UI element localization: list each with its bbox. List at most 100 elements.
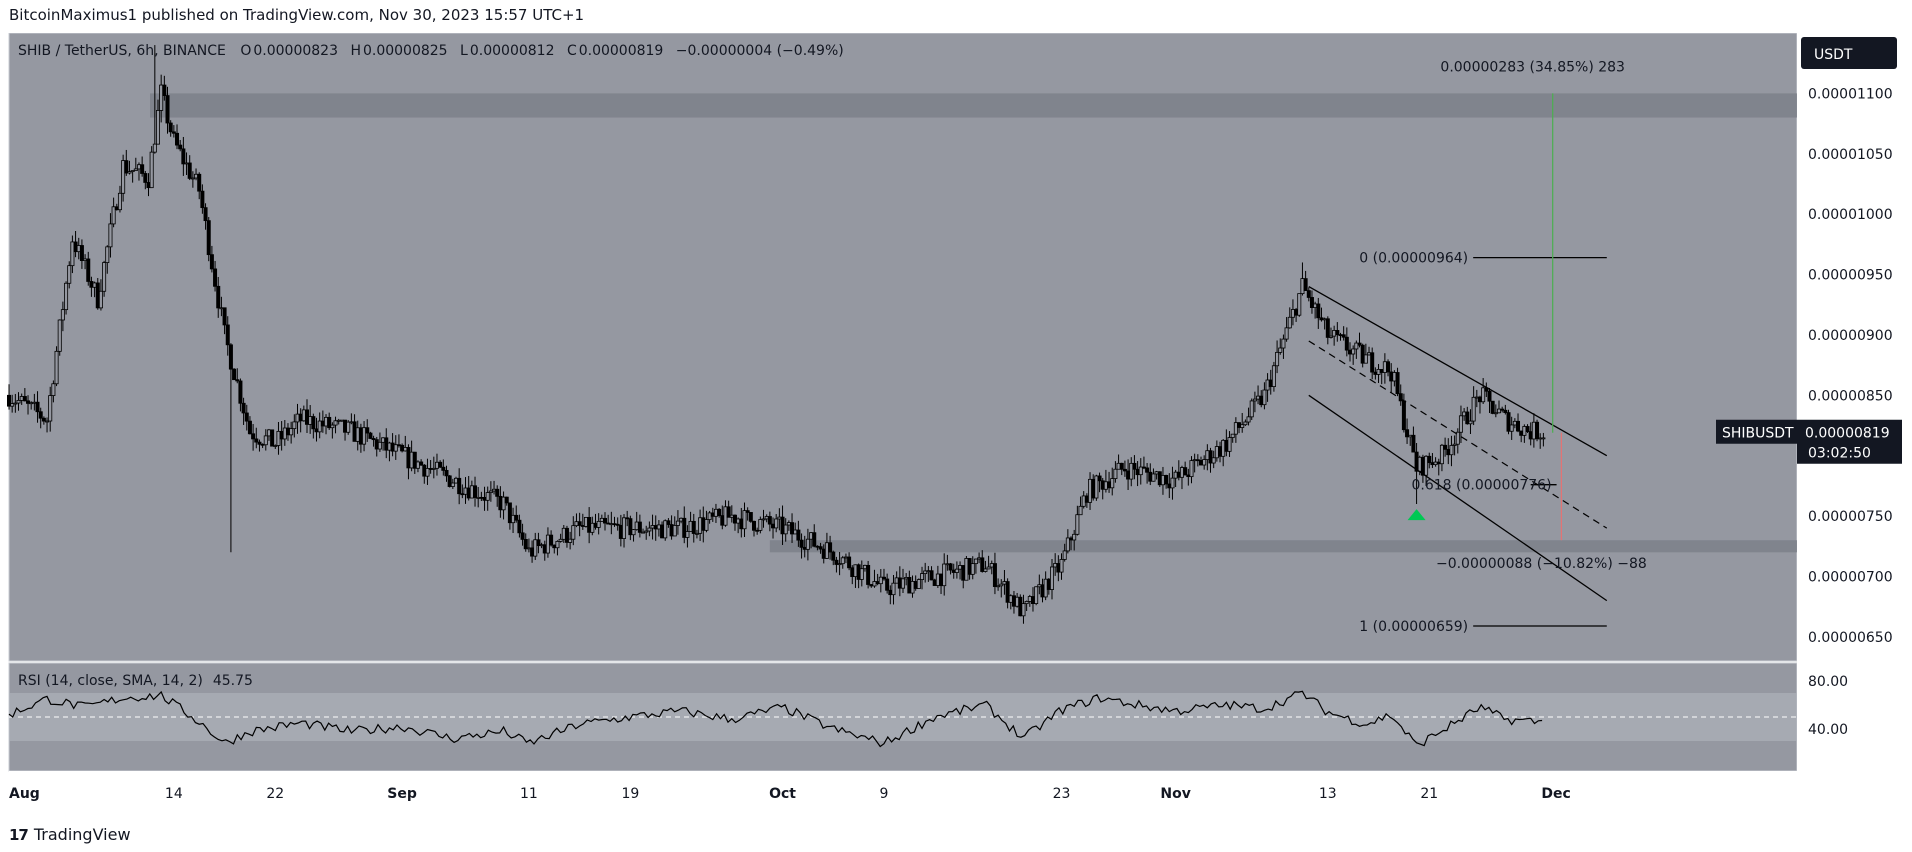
candle-body bbox=[1493, 412, 1498, 415]
candle-body bbox=[428, 468, 433, 470]
candle-body bbox=[828, 542, 833, 553]
candle-body bbox=[1439, 444, 1444, 465]
candle-body bbox=[251, 433, 256, 440]
candle-body bbox=[19, 396, 24, 401]
candle-body bbox=[438, 461, 443, 468]
candle-body bbox=[1259, 395, 1264, 406]
candle-body bbox=[130, 170, 135, 173]
candle-body bbox=[343, 419, 348, 433]
candle-body bbox=[1024, 601, 1029, 605]
candle-body bbox=[13, 402, 18, 405]
candle-body bbox=[304, 409, 309, 425]
candle-body bbox=[767, 516, 772, 525]
candle-body bbox=[656, 524, 661, 530]
candle-body bbox=[371, 438, 376, 441]
candle-body bbox=[644, 530, 649, 533]
candle-body bbox=[476, 496, 481, 499]
candle-body bbox=[1053, 563, 1058, 568]
candle-body bbox=[850, 567, 855, 578]
candle-body bbox=[127, 171, 132, 174]
candle-body bbox=[1344, 336, 1349, 351]
candle-body bbox=[1081, 495, 1086, 507]
candle-body bbox=[1297, 293, 1302, 316]
candle-body bbox=[793, 529, 798, 535]
rsi-tick-label: 80.00 bbox=[1808, 674, 1848, 690]
candle-body bbox=[904, 577, 909, 580]
candle-body bbox=[530, 547, 535, 557]
candle-body bbox=[1290, 309, 1295, 318]
candle-body bbox=[1132, 462, 1137, 470]
candle-body bbox=[213, 268, 218, 287]
candle-body bbox=[1214, 446, 1219, 459]
candle-body bbox=[1427, 455, 1432, 464]
symbol-legend[interactable]: SHIB / TetherUS, 6h, BINANCE O 0.00000823… bbox=[18, 43, 844, 59]
candle-body bbox=[523, 539, 528, 550]
candle-body bbox=[1474, 396, 1479, 399]
candle-body bbox=[1370, 352, 1375, 373]
candle-body bbox=[517, 519, 522, 534]
candle-body bbox=[266, 429, 271, 437]
candle-body bbox=[244, 412, 249, 422]
candle-body bbox=[1398, 393, 1403, 402]
x-tick-label: 11 bbox=[520, 786, 538, 802]
candle-body bbox=[666, 520, 671, 525]
candle-body bbox=[1246, 416, 1251, 423]
candle-body bbox=[76, 245, 81, 253]
fib-level-label: 0.618 (0.00000776) bbox=[1411, 478, 1551, 494]
y-tick-label: 0.00000700 bbox=[1808, 569, 1893, 585]
candle-body bbox=[1322, 318, 1327, 321]
x-tick-label: 9 bbox=[880, 786, 889, 802]
candle-body bbox=[54, 350, 59, 385]
candle-body bbox=[339, 419, 344, 422]
candle-body bbox=[1145, 467, 1150, 473]
candle-body bbox=[488, 490, 493, 493]
currency-button[interactable] bbox=[1801, 37, 1897, 69]
candle-body bbox=[618, 524, 623, 539]
candle-body bbox=[1008, 595, 1013, 603]
x-tick-label: Oct bbox=[769, 786, 796, 802]
candle-body bbox=[349, 421, 354, 424]
candle-body bbox=[834, 559, 839, 565]
candle-body bbox=[374, 439, 379, 450]
y-tick-label: 0.00000650 bbox=[1808, 630, 1893, 646]
candle-body bbox=[400, 444, 405, 452]
candle-body bbox=[308, 416, 313, 425]
channel-lower-line bbox=[1308, 394, 1608, 602]
candle-body bbox=[799, 539, 804, 548]
candle-body bbox=[1316, 303, 1321, 319]
candle-body bbox=[1176, 471, 1181, 478]
candle-body bbox=[1043, 578, 1048, 598]
candle-body bbox=[121, 160, 126, 194]
candle-body bbox=[771, 523, 776, 529]
candle-body bbox=[907, 577, 912, 594]
candle-body bbox=[365, 427, 370, 434]
candle-body bbox=[235, 379, 240, 382]
candle-body bbox=[292, 421, 297, 430]
candle-body bbox=[818, 546, 823, 550]
tradingview-logo[interactable]: 17 TradingView bbox=[9, 825, 131, 844]
rsi-series: 80.00 40.00 bbox=[8, 674, 1848, 748]
time-axis bbox=[9, 771, 1797, 812]
candle-body bbox=[387, 442, 392, 451]
candle-body bbox=[57, 319, 62, 352]
candle-body bbox=[336, 419, 341, 422]
candle-body bbox=[1303, 278, 1308, 291]
candle-body bbox=[1525, 426, 1530, 433]
candle-body bbox=[301, 409, 306, 422]
candle-body bbox=[964, 558, 969, 581]
candle-body bbox=[910, 581, 915, 594]
candle-body bbox=[1294, 309, 1299, 316]
candle-body bbox=[891, 582, 896, 596]
candle-body bbox=[1005, 581, 1010, 603]
candle-body bbox=[285, 427, 290, 436]
candle-body bbox=[555, 541, 560, 549]
candle-body bbox=[1309, 297, 1314, 308]
candle-body bbox=[729, 514, 734, 518]
candle-body bbox=[314, 428, 319, 433]
rsi-legend[interactable]: RSI (14, close, SMA, 14, 2) 45.75 bbox=[18, 673, 253, 689]
candle-body bbox=[168, 122, 173, 133]
candle-body bbox=[396, 444, 401, 447]
candle-body bbox=[434, 461, 439, 469]
candle-body bbox=[1192, 459, 1197, 462]
price-chart[interactable]: 0 (0.00000964) 0.618 (0.00000776) 1 (0.000… bbox=[0, 33, 1912, 812]
